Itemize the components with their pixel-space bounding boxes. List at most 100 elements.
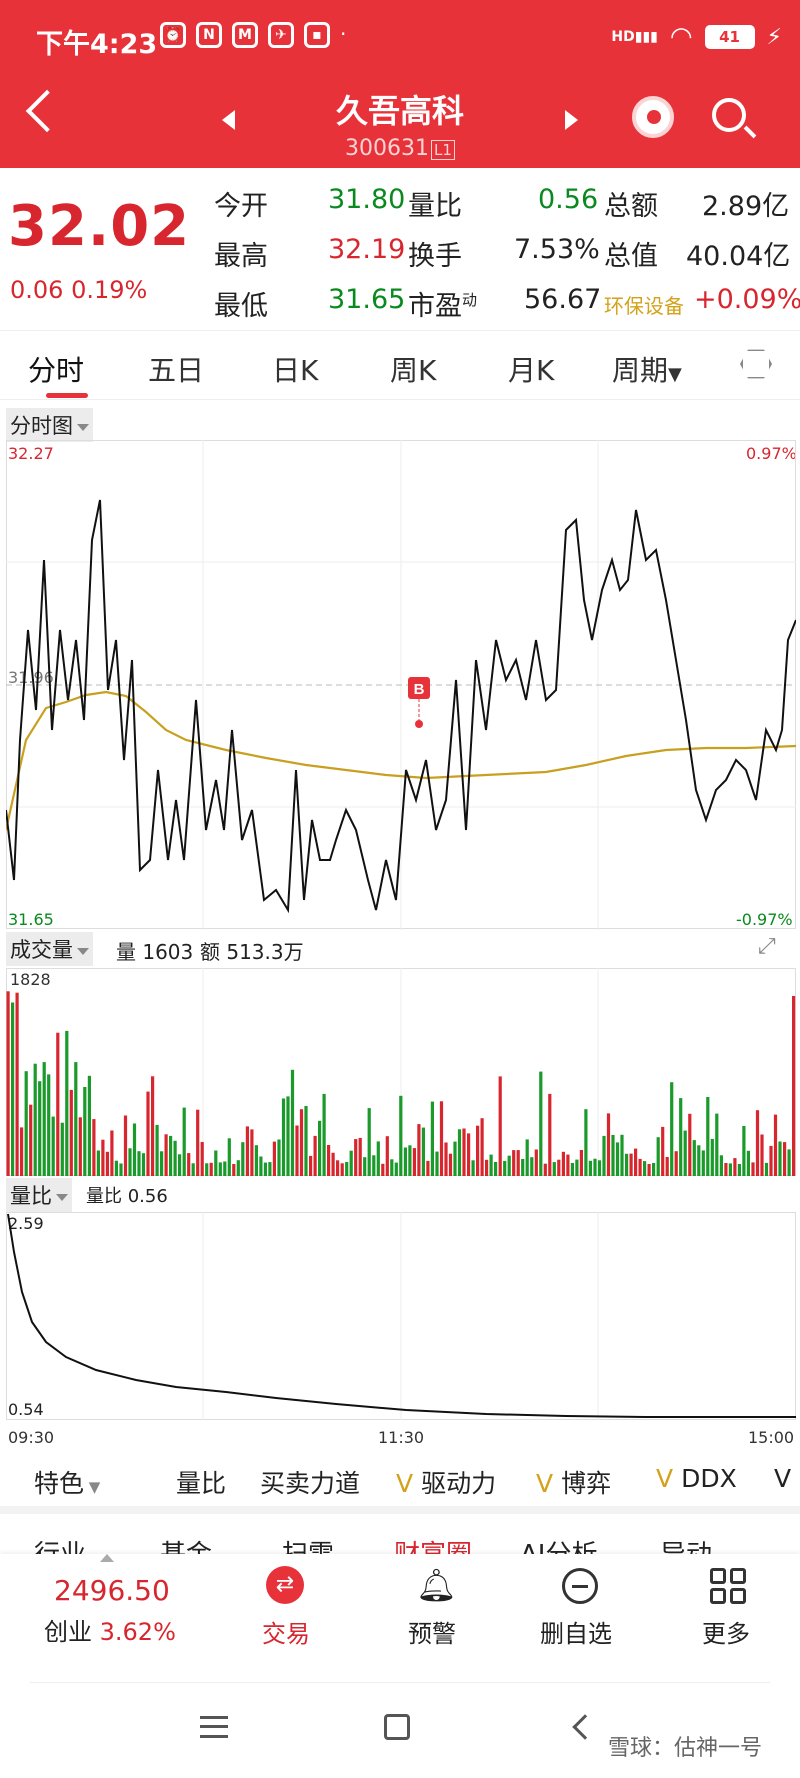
ratio-indicator-select[interactable]: 量比 [6, 1178, 72, 1212]
volume-bar [367, 1108, 371, 1176]
label-volume-ratio: 量比 [408, 191, 462, 222]
volume-bar [498, 1076, 502, 1176]
grid-icon[interactable] [710, 1568, 746, 1604]
volume-bar [51, 1116, 55, 1176]
info-tab-ai[interactable]: AI分析 [520, 1534, 597, 1554]
nav-trade[interactable]: 交易 [262, 1620, 310, 1648]
info-tab-fund[interactable]: 基金 [160, 1534, 212, 1554]
volume-bar [87, 1075, 91, 1176]
volume-bar [227, 1138, 231, 1176]
watermark: 雪球：估神一号 [608, 1736, 763, 1761]
tab-month-k[interactable]: 月K [508, 354, 555, 387]
next-stock-icon[interactable] [565, 110, 578, 130]
index-info[interactable]: 创业 3.62% [44, 1618, 176, 1646]
volume-bar [457, 1129, 462, 1176]
nav-more[interactable]: 更多 [702, 1620, 750, 1648]
sector-name[interactable]: 环保设备 [604, 294, 684, 318]
volume-bar [489, 1154, 493, 1176]
volume-bar [42, 1062, 46, 1176]
search-icon[interactable] [712, 98, 746, 132]
feature-tab-force[interactable]: 买卖力道 [260, 1469, 361, 1498]
stock-name: 久吾高科 [335, 92, 464, 130]
y-bottom-label: 31.65 [8, 910, 54, 929]
volume-bar [304, 1106, 308, 1176]
menu-icon[interactable] [200, 1716, 228, 1738]
tab-five-day[interactable]: 五日 [148, 354, 205, 387]
remove-icon[interactable] [562, 1568, 598, 1604]
info-tab-community[interactable]: 财富圈 [394, 1534, 472, 1554]
volume-bar [674, 1151, 678, 1176]
volume-bar [169, 1135, 173, 1176]
value-high: 32.19 [328, 234, 406, 265]
volume-bar [268, 1162, 272, 1176]
volume-bar [430, 1101, 434, 1176]
tab-period[interactable]: 周期▼ [612, 354, 682, 387]
feature-tab-special[interactable]: 特色 ▼ [34, 1469, 101, 1498]
feature-tab-ratio[interactable]: 量比 [176, 1469, 227, 1498]
tab-day-k[interactable]: 日K [272, 354, 319, 387]
volume-bar [78, 1117, 82, 1176]
buy-marker[interactable] [408, 677, 430, 699]
volume-bar [706, 1097, 710, 1176]
trade-icon[interactable]: ⇄ [266, 1566, 304, 1604]
nav-alert[interactable]: 预警 [408, 1620, 456, 1648]
x-start-label: 09:30 [8, 1428, 55, 1447]
volume-bar [548, 1093, 552, 1176]
vip-icon: V [656, 1464, 682, 1493]
volume-bar [65, 1030, 69, 1176]
volume-bar [683, 1130, 687, 1176]
price-change: 0.06 0.19% [10, 276, 148, 304]
volume-bar [638, 1158, 642, 1176]
value-volume-ratio: 0.56 [538, 184, 599, 215]
volume-bar [277, 1139, 281, 1176]
info-tab-risk[interactable]: 扫雷 [282, 1534, 334, 1554]
volume-bar [615, 1142, 620, 1176]
chevron-down-icon: ▼ [84, 1478, 101, 1496]
volume-bar [214, 1150, 218, 1176]
label-high: 最高 [214, 241, 268, 272]
info-tab-abnormal[interactable]: 异动 [660, 1534, 712, 1554]
pct-bottom-label: -0.97% [736, 910, 793, 929]
settings-icon[interactable] [740, 349, 772, 379]
mascot-icon[interactable] [632, 96, 674, 138]
volume-bar [426, 1160, 430, 1176]
sector-change[interactable]: +0.09% [694, 284, 800, 315]
mail-icon: ✈ [268, 22, 294, 48]
tab-week-k[interactable]: 周K [390, 354, 437, 387]
info-tab-industry[interactable]: 行业 [34, 1534, 86, 1554]
vip-icon: V [774, 1464, 792, 1493]
intraday-chart[interactable]: B [6, 440, 796, 930]
volume-bar [223, 1161, 227, 1176]
volume-bar [6, 991, 10, 1176]
home-icon[interactable] [384, 1714, 410, 1740]
value-open: 31.80 [328, 184, 406, 215]
volume-bar [281, 1098, 286, 1176]
volume-bar [309, 1155, 313, 1176]
battery-icon: 41 [704, 25, 755, 49]
chevron-up-icon[interactable] [100, 1554, 114, 1562]
pct-top-label: 0.97% [746, 444, 797, 463]
system-back-icon[interactable] [572, 1714, 598, 1740]
volume-bar [643, 1161, 647, 1176]
feature-tab-drive[interactable]: V 驱动力 [396, 1469, 497, 1498]
feature-tab-ddx[interactable]: V DDX [656, 1464, 737, 1493]
nav-remove-watchlist[interactable]: 删自选 [540, 1620, 612, 1648]
prev-stock-icon[interactable] [222, 110, 235, 130]
chart-type-select[interactable]: 分时图 [6, 408, 93, 442]
tab-intraday[interactable]: 分时 [28, 354, 85, 387]
divider [0, 1506, 800, 1514]
volume-indicator-select[interactable]: 成交量 [6, 932, 93, 966]
index-value[interactable]: 2496.50 [54, 1574, 170, 1607]
volume-bar [263, 1162, 267, 1176]
volume-bar [299, 1109, 304, 1176]
expand-icon[interactable]: ⤢ [758, 934, 776, 959]
volume-bar [295, 1125, 299, 1176]
volume-bar [376, 1141, 380, 1176]
label-low: 最低 [214, 291, 268, 322]
feature-tab-game[interactable]: V 博弈 [536, 1469, 612, 1498]
volume-bar [182, 1107, 186, 1176]
bell-icon[interactable]: 🔔︎ [416, 1566, 457, 1604]
volume-bar [746, 1150, 750, 1176]
volume-bar [521, 1159, 525, 1176]
ratio-line [7, 1213, 796, 1418]
